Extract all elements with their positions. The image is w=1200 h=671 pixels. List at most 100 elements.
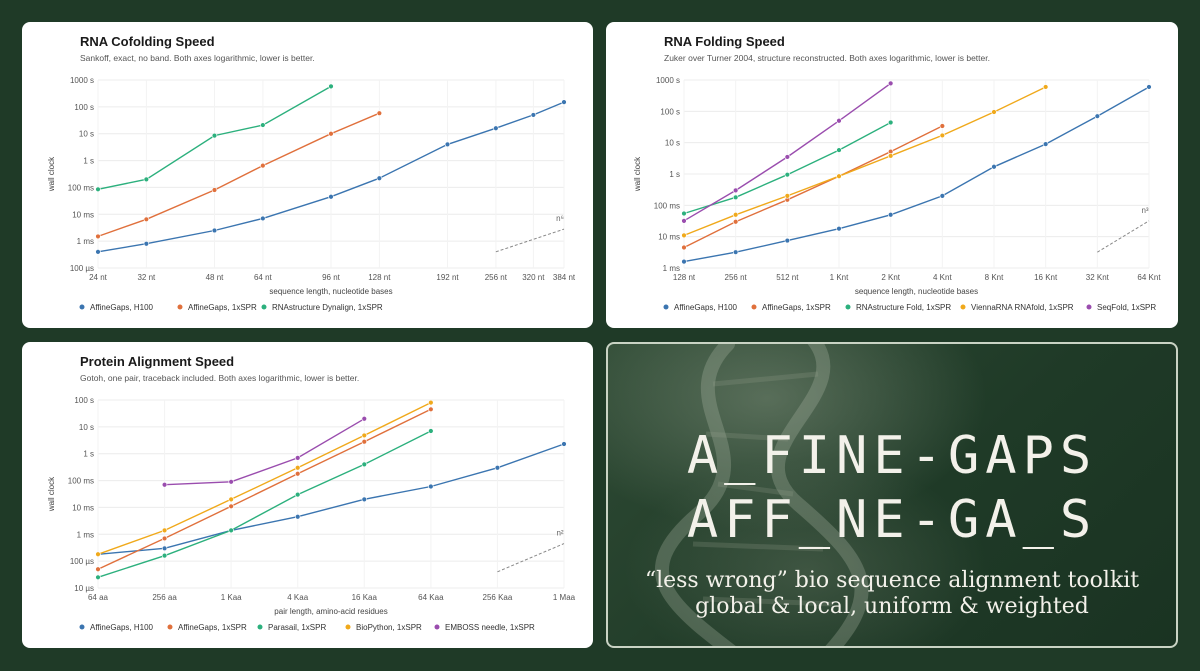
data-point: [428, 406, 434, 413]
trend-label: n²: [556, 529, 563, 538]
series-line: [97, 443, 565, 555]
y-tick-label: 10 s: [79, 130, 94, 139]
data-point: [361, 416, 367, 422]
y-tick-label: 1 s: [83, 157, 94, 166]
data-point: [295, 491, 301, 498]
trend-line: [497, 543, 565, 573]
chart-title: RNA Cofolding Speed: [80, 34, 215, 49]
data-point: [211, 132, 218, 139]
x-tick-label: 64 nt: [254, 273, 273, 282]
trend-line: [495, 228, 565, 253]
legend-marker: [663, 304, 669, 310]
trend-label: n³: [1141, 206, 1148, 215]
chart-subtitle: Gotoh, one pair, traceback included. Bot…: [80, 373, 360, 383]
y-tick-label: 100 ms: [68, 183, 94, 192]
x-tick-label: 64 Knt: [1137, 273, 1161, 282]
y-tick-label: 10 s: [79, 423, 94, 432]
x-tick-label: 256 nt: [725, 273, 748, 282]
protein-chart-svg: 10 µs 100 µs 1 ms 10 ms 100 ms 1 s 10 s 100 s 64…: [47, 396, 576, 632]
data-point: [95, 574, 101, 581]
dna-helix-illustration: [654, 344, 869, 646]
x-tick-label: 48 nt: [206, 273, 225, 282]
data-point: [887, 212, 894, 218]
data-point: [732, 187, 739, 194]
project-banner: A_FINE-GAPS AFF_NE-GA_S “less wrong” bio…: [606, 342, 1178, 648]
banner-tagline-1: “less wrong” bio sequence alignment tool…: [644, 568, 1140, 593]
x-tick-label: 24 nt: [89, 273, 108, 282]
data-point: [1042, 84, 1049, 90]
data-point: [428, 483, 434, 490]
x-axis-label: sequence length, nucleotide bases: [855, 287, 978, 296]
y-tick-label: 1000 s: [70, 76, 94, 85]
fold-chart-card: RNA Folding Speed Zuker over Turner 2004…: [606, 22, 1178, 328]
x-tick-label: 512 nt: [776, 273, 799, 282]
legend-marker: [79, 624, 85, 630]
data-point: [260, 122, 266, 128]
x-tick-label: 1 Kaa: [221, 593, 242, 602]
series-line: [164, 418, 365, 486]
data-point: [143, 241, 150, 247]
x-tick-label: 96 nt: [322, 273, 341, 282]
data-point: [95, 233, 101, 240]
x-tick-label: 4 Kaa: [287, 593, 308, 602]
data-point: [295, 471, 301, 477]
legend-marker: [1086, 304, 1092, 310]
legend-marker: [434, 624, 440, 630]
data-point: [494, 465, 501, 471]
y-axis-label: wall clock: [633, 156, 642, 192]
data-point: [681, 258, 687, 265]
data-point: [95, 551, 101, 557]
data-point: [681, 244, 687, 251]
data-point: [361, 439, 367, 445]
legend-label: EMBOSS needle, 1xSPR: [445, 623, 535, 632]
data-point: [887, 119, 894, 126]
data-point: [561, 99, 567, 105]
x-tick-label: 64 Kaa: [418, 593, 444, 602]
legend-label: RNAstructure Dynalign, 1xSPR: [272, 303, 383, 312]
x-axis-label: sequence length, nucleotide bases: [269, 287, 392, 296]
data-point: [939, 123, 946, 129]
data-point: [991, 164, 997, 170]
data-point: [376, 110, 383, 116]
cofold-chart-card: RNA Cofolding Speed Sankoff, exact, no b…: [22, 22, 593, 328]
x-tick-label: 320 nt: [522, 273, 545, 282]
series-line: [97, 101, 565, 253]
y-tick-label: 1000 s: [656, 76, 680, 85]
banner-title-line-2: AFF_NE-GA_S: [686, 490, 1098, 550]
legend-marker: [960, 304, 966, 310]
data-point: [784, 171, 791, 178]
legend-label: ViennaRNA RNAfold, 1xSPR: [971, 303, 1074, 312]
data-point: [681, 218, 687, 224]
y-tick-label: 100 s: [74, 396, 94, 405]
data-point: [732, 249, 739, 255]
cofold-chart-svg: 100 µs 1 ms 10 ms 100 ms 1 s 10 s 100 s 1000 s 2…: [47, 76, 576, 312]
data-point: [143, 216, 150, 223]
y-tick-label: 1 ms: [77, 237, 94, 246]
legend-label: AffineGaps, 1xSPR: [178, 623, 247, 632]
data-point: [561, 441, 567, 447]
data-point: [95, 186, 101, 193]
series-line: [683, 86, 1047, 237]
data-point: [228, 479, 234, 485]
data-point: [228, 496, 234, 503]
data-point: [681, 232, 687, 239]
y-tick-label: 100 ms: [654, 201, 680, 210]
data-point: [161, 545, 168, 552]
y-tick-label: 100 s: [74, 103, 94, 112]
data-point: [328, 131, 334, 137]
data-point: [681, 210, 687, 217]
legend-marker: [257, 624, 263, 630]
x-tick-label: 4 Knt: [933, 273, 952, 282]
y-tick-label: 1 ms: [663, 264, 680, 273]
legend-marker: [751, 304, 757, 310]
data-point: [836, 173, 842, 179]
legend-label: AffineGaps, H100: [90, 303, 154, 312]
data-point: [732, 219, 739, 225]
data-point: [428, 428, 434, 434]
chart-title: RNA Folding Speed: [664, 34, 785, 49]
data-point: [428, 399, 434, 406]
x-tick-label: 256 Kaa: [483, 593, 513, 602]
data-point: [143, 176, 150, 183]
fold-chart-svg: 1 ms 10 ms 100 ms 1 s 10 s 100 s 1000 s 128 nt 2…: [633, 76, 1161, 312]
y-tick-label: 10 ms: [72, 210, 94, 219]
